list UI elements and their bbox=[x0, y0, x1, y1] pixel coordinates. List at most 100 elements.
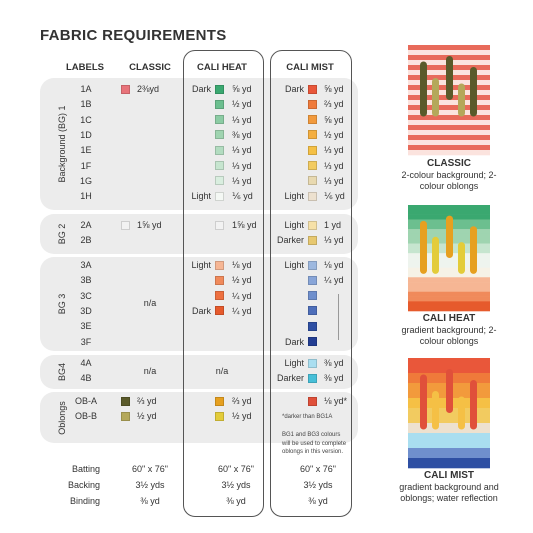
stripe bbox=[408, 115, 490, 121]
stripe bbox=[408, 306, 490, 312]
row-label: 2A bbox=[80, 220, 92, 230]
stripe bbox=[408, 150, 490, 156]
quantity: ½ yd bbox=[232, 411, 252, 422]
stripe bbox=[408, 70, 490, 76]
stripe bbox=[408, 214, 490, 220]
tone-label: Darker bbox=[276, 235, 304, 246]
oblong bbox=[420, 374, 427, 430]
stripe bbox=[408, 80, 490, 86]
quilt-description: 2-colour background; 2-colour oblongs bbox=[401, 170, 497, 191]
swatch bbox=[121, 396, 130, 406]
stripe bbox=[408, 443, 490, 449]
stripe bbox=[408, 448, 490, 454]
stripe bbox=[408, 248, 490, 254]
stripe bbox=[408, 233, 490, 240]
row-label: 1C bbox=[80, 114, 92, 125]
stripe bbox=[408, 272, 490, 278]
stripe bbox=[408, 75, 490, 81]
stripe bbox=[408, 286, 490, 293]
quantity: ⅓ yd bbox=[324, 175, 344, 186]
stripe bbox=[408, 277, 490, 283]
quantity: ⅙ yd bbox=[324, 191, 345, 202]
swatch bbox=[308, 275, 317, 285]
group-band bbox=[40, 257, 358, 351]
swatch bbox=[215, 130, 224, 140]
quantity: ⅛ yd bbox=[232, 260, 252, 270]
quantity: ¼ yd bbox=[232, 305, 252, 316]
stripe bbox=[408, 229, 490, 235]
swatch bbox=[308, 321, 317, 331]
group-band bbox=[40, 355, 358, 389]
stripe bbox=[408, 433, 490, 439]
stripe bbox=[408, 224, 490, 230]
stripe bbox=[408, 105, 490, 111]
row-label: 1F bbox=[80, 160, 92, 171]
stripe bbox=[408, 258, 490, 264]
tone-label: Dark bbox=[191, 84, 211, 94]
stripe bbox=[408, 95, 490, 101]
row-label: 1G bbox=[79, 175, 93, 186]
swatch bbox=[121, 411, 130, 421]
swatch bbox=[308, 291, 317, 301]
cali-heat-column bbox=[183, 50, 264, 517]
swatch bbox=[308, 145, 317, 155]
stripe bbox=[408, 209, 490, 215]
oblong bbox=[470, 67, 477, 117]
quantity: 1 yd bbox=[324, 220, 342, 230]
row-label: 3F bbox=[80, 336, 92, 347]
na-text: n/a bbox=[215, 365, 229, 376]
swatch bbox=[215, 145, 224, 155]
swatch bbox=[215, 291, 224, 301]
stripe bbox=[408, 388, 490, 394]
swatch bbox=[215, 99, 224, 109]
quantity: 1⅝ yd bbox=[137, 220, 162, 230]
range-line bbox=[338, 294, 339, 340]
oblong bbox=[446, 369, 453, 413]
stripe bbox=[408, 358, 490, 364]
stripe bbox=[408, 458, 490, 464]
oblong bbox=[458, 83, 465, 117]
total-value: 3½ yds bbox=[135, 480, 165, 490]
quilt-name: CLASSIC bbox=[427, 158, 471, 169]
stripe bbox=[408, 262, 490, 268]
group-label: Background (BG) 1 bbox=[57, 105, 67, 183]
stripe bbox=[408, 267, 490, 273]
total-value: ⅜ yd bbox=[226, 496, 246, 506]
swatch bbox=[308, 191, 317, 201]
swatch bbox=[308, 220, 317, 230]
oblong bbox=[432, 78, 439, 117]
stripe bbox=[408, 418, 490, 424]
column-header: CALI HEAT bbox=[197, 62, 247, 73]
na-text: n/a bbox=[143, 298, 157, 309]
stripe bbox=[408, 301, 490, 307]
quilt-name: CALI HEAT bbox=[422, 313, 476, 324]
stripe bbox=[408, 145, 490, 151]
stripe bbox=[408, 205, 490, 211]
stripe bbox=[408, 85, 490, 91]
swatch bbox=[308, 130, 317, 140]
swatch bbox=[215, 411, 224, 421]
stripe bbox=[408, 50, 490, 56]
stripe bbox=[408, 120, 490, 126]
quantity: ½ yd bbox=[324, 129, 344, 140]
row-label: 3D bbox=[80, 305, 92, 316]
stripe bbox=[408, 363, 490, 369]
oblong bbox=[420, 61, 427, 117]
total-label: Backing bbox=[67, 480, 100, 490]
swatch bbox=[308, 84, 317, 94]
total-value: ⅜ yd bbox=[140, 496, 160, 506]
stripe bbox=[408, 65, 490, 71]
stripe bbox=[408, 393, 490, 399]
quantity: ⅜ yd bbox=[232, 129, 252, 140]
row-label: 4A bbox=[80, 358, 92, 368]
swatch bbox=[121, 84, 130, 94]
quantity: ⅓ yd bbox=[232, 175, 252, 186]
stripe bbox=[408, 378, 490, 384]
column-header: CALI MIST bbox=[286, 62, 334, 73]
stripe bbox=[408, 383, 490, 389]
total-label: Batting bbox=[71, 464, 100, 474]
quantity: ¼ yd bbox=[232, 290, 252, 301]
quantity: ⅓ yd bbox=[232, 160, 252, 171]
na-text: n/a bbox=[143, 365, 157, 376]
swatch bbox=[308, 99, 317, 109]
